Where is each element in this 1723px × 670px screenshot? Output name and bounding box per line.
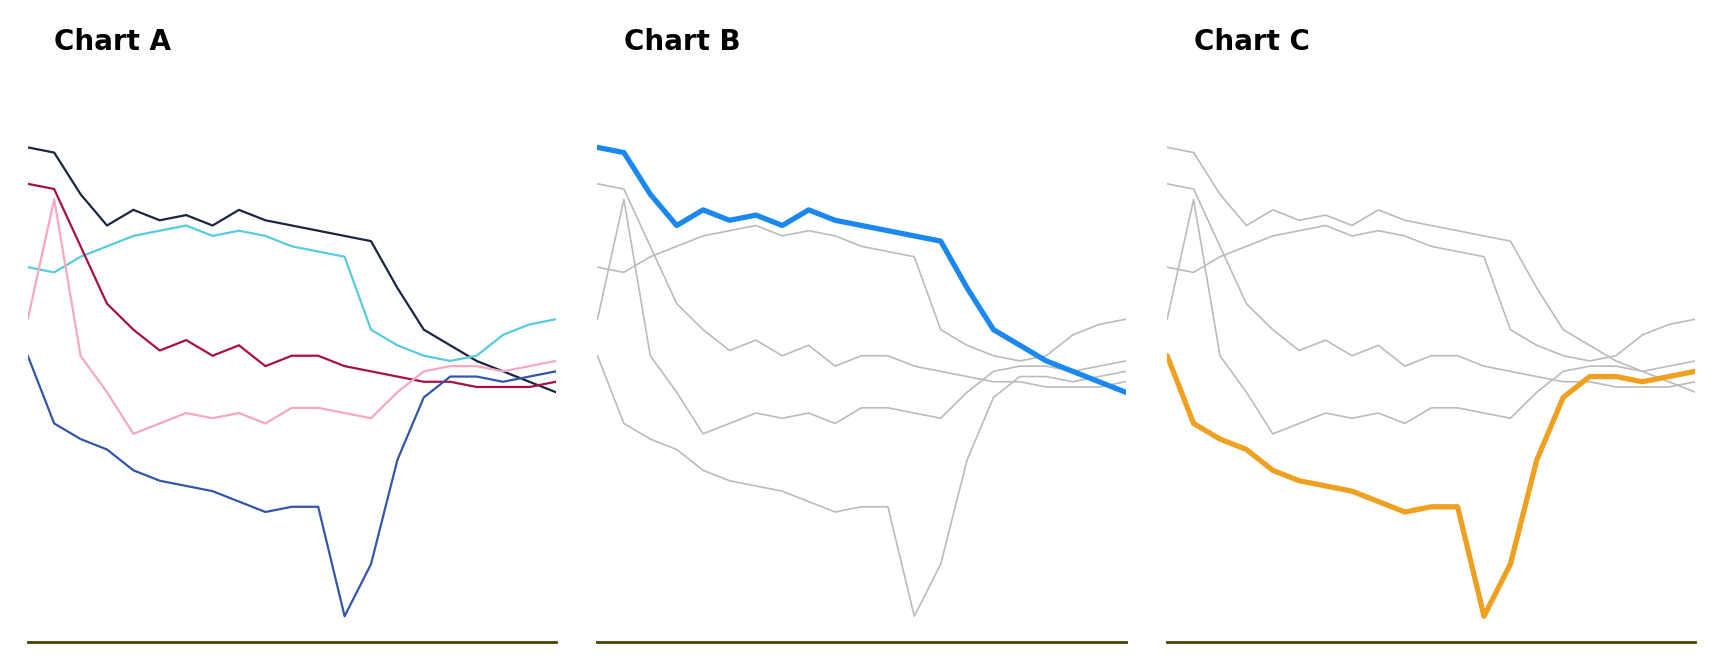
Text: Chart C: Chart C (1194, 27, 1309, 56)
Text: Chart A: Chart A (53, 27, 171, 56)
Text: Chart B: Chart B (624, 27, 741, 56)
